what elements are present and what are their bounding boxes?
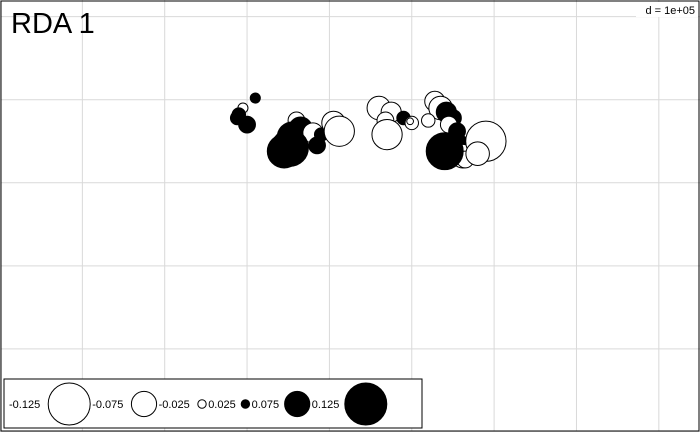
legend-label: 0.125 <box>312 399 340 411</box>
legend-bubble <box>284 390 311 418</box>
data-point <box>229 110 245 126</box>
data-point <box>308 136 326 155</box>
data-point <box>249 92 261 104</box>
data-points <box>229 90 507 171</box>
chart-title: RDA 1 <box>11 8 95 40</box>
legend-bubble <box>47 382 91 426</box>
data-point <box>371 118 403 151</box>
grid-scale-box: d = 1e+05 <box>636 2 698 17</box>
size-legend: -0.125 -0.075 -0.025 0.025 0.075 0.125 <box>3 378 423 429</box>
data-point <box>421 113 436 128</box>
legend-label: 0.075 <box>252 399 280 411</box>
legend-bubble <box>240 399 251 409</box>
grid-scale-background <box>636 2 698 17</box>
legend-label: -0.125 <box>9 399 40 411</box>
data-point <box>465 141 490 166</box>
legend-bubble <box>197 399 207 409</box>
legend-bubble <box>130 390 158 418</box>
legend-label: 0.025 <box>208 399 236 411</box>
grid-scale-label: d = 1e+05 <box>645 5 695 17</box>
data-point <box>406 117 414 126</box>
legend-label: -0.025 <box>159 399 190 411</box>
data-point <box>425 132 464 171</box>
data-point <box>323 115 355 147</box>
legend-label: -0.075 <box>92 399 123 411</box>
legend-bubble <box>344 382 388 426</box>
data-point <box>270 128 309 167</box>
